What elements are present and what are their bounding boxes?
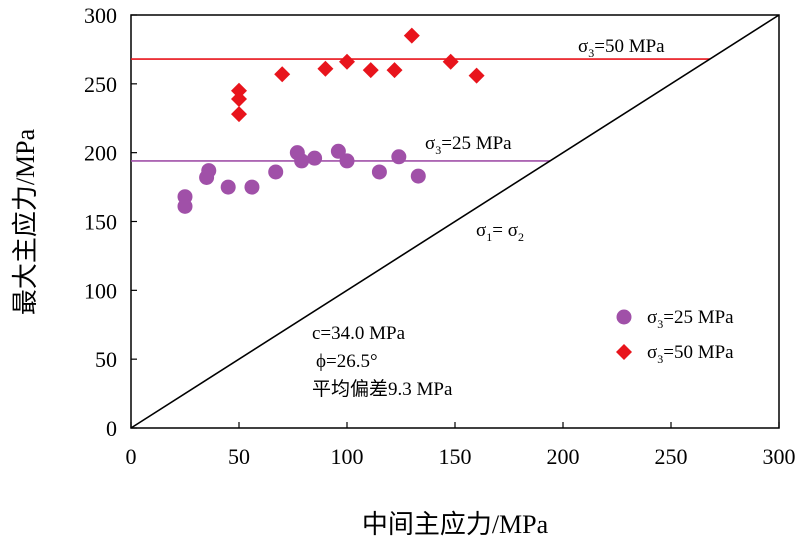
param-mean-deviation: 平均偏差9.3 MPa — [312, 378, 453, 400]
x-tick-label: 150 — [439, 444, 472, 469]
y-tick-label: 300 — [84, 3, 117, 28]
point-s0-4 — [220, 179, 236, 195]
x-tick-label: 250 — [655, 444, 688, 469]
point-s1-7 — [386, 62, 403, 79]
legend-marker-50 — [616, 344, 632, 360]
param-cohesion: c=34.0 MPa — [312, 323, 406, 344]
point-s1-1 — [231, 90, 247, 107]
point-s0-8 — [294, 153, 310, 169]
legend-label-50: σ3=50 MPa — [647, 342, 734, 366]
point-s0-11 — [339, 153, 355, 169]
point-s0-13 — [391, 149, 407, 165]
point-s1-4 — [317, 60, 334, 77]
point-s0-14 — [410, 168, 426, 184]
point-s0-9 — [307, 150, 323, 166]
point-s1-2 — [231, 106, 247, 123]
y-tick-label: 100 — [84, 278, 117, 303]
y-tick-label: 50 — [95, 347, 117, 372]
point-s1-8 — [403, 27, 420, 44]
point-s0-3 — [201, 163, 217, 179]
y-tick-label: 250 — [84, 72, 117, 97]
point-s0-10 — [330, 143, 346, 159]
x-tick-label: 0 — [126, 444, 137, 469]
point-s0-1 — [177, 198, 193, 214]
point-s0-5 — [244, 179, 260, 195]
data-points — [177, 27, 485, 214]
point-s1-0 — [231, 82, 247, 99]
x-tick-label: 200 — [547, 444, 580, 469]
x-tick-label: 50 — [228, 444, 250, 469]
legend-marker-25 — [616, 309, 632, 325]
diagonal-label: σ1= σ2 — [476, 220, 524, 244]
param-friction-angle: ϕ=26.5° — [316, 351, 378, 372]
point-s1-9 — [442, 53, 459, 70]
line50-label: σ3=50 MPa — [578, 36, 665, 60]
x-tick-label: 300 — [763, 444, 796, 469]
y-axis-ticks: 0 50 100 150 200 250 300 — [84, 3, 137, 441]
y-tick-label: 150 — [84, 210, 117, 235]
x-axis-ticks: 0 50 100 150 200 250 300 — [126, 422, 796, 469]
legend: σ3=25 MPa σ3=50 MPa — [616, 307, 734, 366]
diagonal-line — [130, 14, 780, 429]
line25-label: σ3=25 MPa — [425, 133, 512, 157]
point-s0-12 — [371, 164, 387, 180]
legend-label-25: σ3=25 MPa — [647, 307, 734, 331]
point-s1-3 — [274, 66, 291, 83]
point-s1-6 — [362, 62, 379, 79]
y-axis-title: 最大主应力/MPa — [11, 128, 40, 315]
x-tick-label: 100 — [331, 444, 364, 469]
point-s1-10 — [468, 67, 485, 84]
point-s0-6 — [268, 164, 284, 180]
x-axis-title: 中间主应力/MPa — [362, 510, 549, 539]
y-tick-label: 0 — [106, 416, 117, 441]
point-s1-5 — [339, 53, 355, 70]
y-tick-label: 200 — [84, 141, 117, 166]
